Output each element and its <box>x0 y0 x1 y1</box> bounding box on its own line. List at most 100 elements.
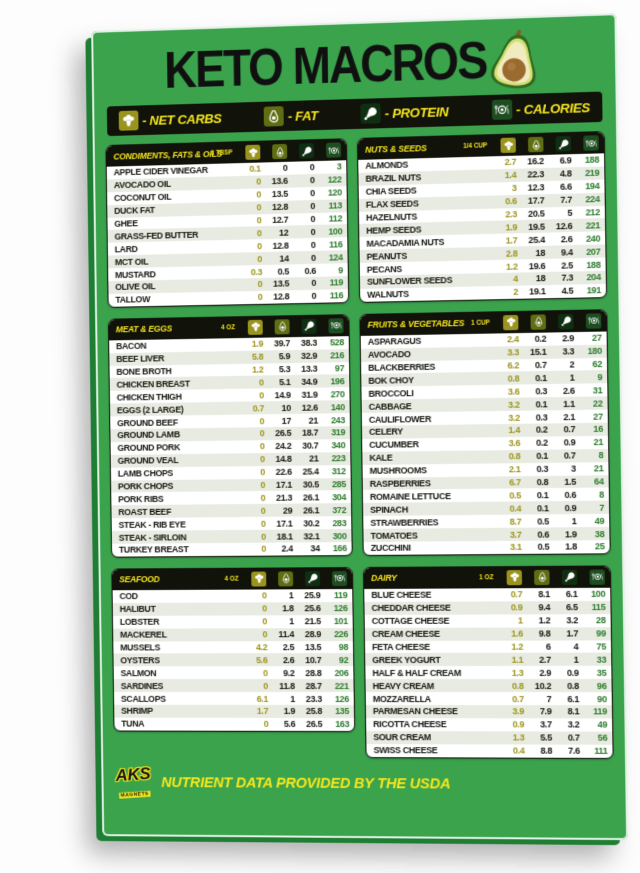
calories-value: 116 <box>328 239 343 250</box>
column-header-cell <box>318 318 345 334</box>
food-row: RICOTTA CHEESE 0.9 3.7 3.2 49 <box>366 718 612 731</box>
food-name: TUNA <box>121 718 145 730</box>
calories-value: 16 <box>593 424 603 435</box>
brand-subtitle: MAGNETS <box>118 790 151 799</box>
column-header-cell <box>265 319 292 335</box>
fat-value: 8.8 <box>540 745 553 756</box>
avocado-icon <box>263 106 285 127</box>
protein-value: 7.3 <box>561 272 574 284</box>
legend-label: - FAT <box>287 107 318 124</box>
netcarbs-value: 1.6 <box>511 628 523 639</box>
column-header-cell <box>291 318 318 334</box>
netcarbs-value: 0 <box>263 719 269 730</box>
netcarbs-value: 0.8 <box>508 451 521 462</box>
table-title: MEAT & EGGS <box>115 323 173 335</box>
fat-value: 13.5 <box>271 188 288 200</box>
calories-value: 116 <box>329 290 344 301</box>
food-name: STRAWBERRIES <box>370 516 439 528</box>
table-body: ALMONDS 2.7 16.2 6.9 188 BRAZIL NUTS 1.4 22.3 4.… <box>358 153 606 301</box>
netcarbs-value: 1.2 <box>505 261 518 272</box>
protein-value: 7.6 <box>567 745 580 756</box>
page-title: KETO MACROS <box>163 30 487 99</box>
column-header-cell <box>238 319 265 335</box>
calories-value: 219 <box>584 167 600 179</box>
serving-unit: 4 OZ <box>221 324 235 332</box>
calories-value: 7 <box>599 502 604 513</box>
table-header: MEAT & EGGS 4 OZ <box>108 314 349 341</box>
fat-value: 0.2 <box>535 424 548 436</box>
food-name: MUSTARD <box>114 268 156 281</box>
netcarbs-value: 2.7 <box>504 157 517 168</box>
protein-value: 34 <box>310 543 320 554</box>
fat-value: 0.5 <box>537 542 550 553</box>
fat-value: 0.7 <box>534 359 547 371</box>
legend-label: - CALORIES <box>516 99 591 117</box>
fat-value: 0.5 <box>277 265 289 277</box>
netcarbs-value: 0.6 <box>505 196 517 207</box>
netcarbs-value: 0 <box>261 590 267 601</box>
fat-value: 19.1 <box>529 286 546 297</box>
fat-value: 5.3 <box>278 364 291 375</box>
food-name: BEEF LIVER <box>116 353 165 365</box>
food-row: SOUR CREAM 1.3 5.5 0.7 56 <box>366 730 613 745</box>
calories-value: 21 <box>593 437 604 448</box>
fat-value: 20.5 <box>528 208 545 219</box>
fat-value: 0.6 <box>537 529 549 540</box>
calories-value: 212 <box>585 207 600 218</box>
netcarbs-value: 1.2 <box>511 641 523 652</box>
netcarbs-value: 2.4 <box>506 334 519 345</box>
calories-value: 9 <box>597 371 603 383</box>
netcarbs-value: 0 <box>256 228 262 239</box>
protein-value: 18.7 <box>302 427 319 439</box>
ham-icon <box>561 569 578 585</box>
food-name: CHEDDAR CHEESE <box>371 602 451 614</box>
column-header-cell <box>490 137 518 154</box>
fat-value: 1.2 <box>538 615 551 626</box>
food-name: PARMESAN CHEESE <box>372 706 458 717</box>
netcarbs-value: 0 <box>260 505 266 516</box>
column-header-icons <box>496 569 607 586</box>
plate-icon <box>331 571 348 587</box>
calories-value: 372 <box>332 504 347 516</box>
brand-logo: AKS MAGNETS <box>115 764 153 802</box>
protein-value: 38.3 <box>300 337 317 349</box>
fat-value: 5.6 <box>283 719 296 730</box>
netcarbs-value: 0 <box>262 616 267 627</box>
fat-value: 29 <box>282 505 293 516</box>
netcarbs-value: 6.2 <box>507 360 520 371</box>
food-name: MCT OIL <box>114 255 149 268</box>
column-header-cell <box>235 144 262 161</box>
food-name: BACON <box>115 340 147 352</box>
calories-value: 8 <box>598 489 604 500</box>
protein-value: 1.8 <box>565 541 577 553</box>
serving-unit: 1 CUP <box>470 319 490 327</box>
netcarbs-value: 3.1 <box>509 542 522 553</box>
calories-value: 56 <box>597 732 608 743</box>
food-row: MUSSELS 4.2 2.5 13.5 98 <box>113 641 353 654</box>
fat-value: 13.6 <box>271 176 288 187</box>
legend-item-net-carbs: - NET CARBS <box>118 108 222 131</box>
fat-value: 0.1 <box>536 490 549 501</box>
fat-value: 12.3 <box>527 182 545 193</box>
food-row: TURKEY BREAST 0 2.4 34 166 <box>112 542 352 557</box>
food-name: KALE <box>369 452 393 464</box>
calories-value: 100 <box>328 226 343 237</box>
calories-value: 49 <box>594 515 605 526</box>
protein-value: 0.8 <box>567 680 579 691</box>
calories-value: 207 <box>586 246 601 257</box>
legend-bar: - NET CARBS - FAT - PROTEIN - CALORIES <box>106 91 603 137</box>
fat-value: 0.5 <box>537 516 549 527</box>
calories-value: 100 <box>590 589 606 600</box>
food-name: SWISS CHEESE <box>373 744 438 756</box>
ham-icon <box>558 313 574 330</box>
calories-value: 122 <box>327 174 342 186</box>
food-name: RASPBERRIES <box>369 477 431 490</box>
broccoli-icon <box>506 569 523 586</box>
column-header-cell <box>545 135 573 152</box>
netcarbs-value: 0 <box>261 544 266 555</box>
netcarbs-value: 0 <box>256 202 262 213</box>
table-header: DAIRY 1 OZ <box>363 566 611 589</box>
netcarbs-value: 6.7 <box>508 477 521 488</box>
fat-value: 2.6 <box>282 654 295 665</box>
food-name: SALMON <box>120 667 157 679</box>
